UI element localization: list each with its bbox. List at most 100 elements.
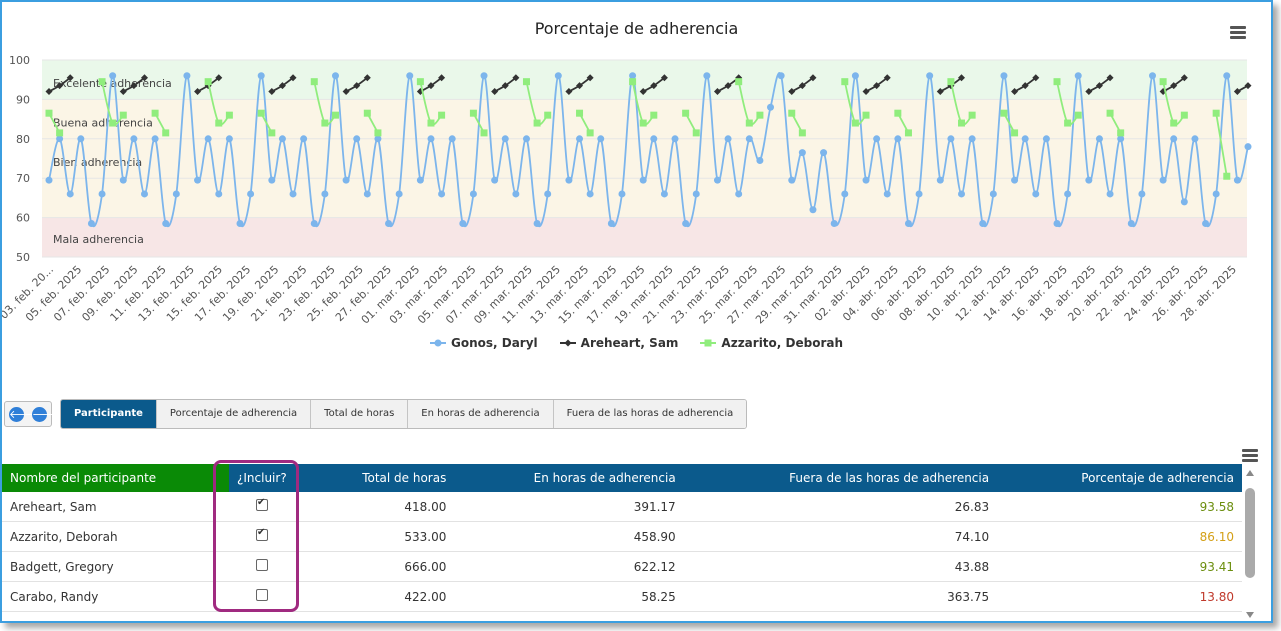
data-point (894, 109, 902, 117)
data-point (1085, 176, 1093, 184)
table-row[interactable]: Carabo, Randy 422.00 58.25 363.75 13.80 (2, 581, 1242, 612)
data-point (926, 72, 934, 80)
cell-out-hours: 26.83 (683, 492, 998, 522)
data-point (618, 190, 626, 198)
data-point (735, 190, 743, 198)
arrow-left-icon[interactable]: 🡐 (9, 406, 39, 422)
cell-include (226, 492, 309, 522)
data-point (427, 119, 435, 127)
data-point (565, 88, 573, 96)
data-point (289, 74, 297, 82)
header-total[interactable]: Total de horas (309, 464, 455, 492)
tab-porcentaje[interactable]: Porcentaje de adherencia (156, 400, 312, 428)
cell-name: Azzarito, Deborah (2, 521, 226, 552)
tab-en-horas[interactable]: En horas de adherencia (408, 400, 554, 428)
data-point (1202, 220, 1210, 228)
tab-fuera-horas[interactable]: Fuera de las horas de adherencia (553, 400, 747, 428)
table-row[interactable]: Badgett, Gregory 666.00 622.12 43.88 93.41 (2, 551, 1242, 582)
scroll-down-icon[interactable] (1246, 612, 1254, 618)
data-point (947, 135, 955, 143)
cell-include (226, 581, 309, 612)
data-point (522, 78, 530, 86)
data-point (724, 82, 732, 90)
data-point (204, 135, 212, 143)
data-point (904, 220, 912, 228)
data-point (639, 176, 647, 184)
arrow-right-icon[interactable]: 🡒 (32, 406, 62, 422)
cell-out-hours: 74.10 (683, 521, 998, 552)
data-point (87, 220, 95, 228)
scroll-thumb[interactable] (1245, 488, 1255, 578)
header-nombre[interactable]: Nombre del participante (2, 464, 226, 492)
data-point (1170, 119, 1178, 127)
data-point (1011, 176, 1019, 184)
scroll-up-icon[interactable] (1246, 470, 1254, 476)
data-point (777, 72, 785, 80)
header-en-horas[interactable]: En horas de adherencia (454, 464, 684, 492)
include-checkbox[interactable] (256, 527, 268, 541)
y-tick-label: 60 (16, 212, 30, 225)
data-point (650, 135, 658, 143)
data-point (98, 78, 106, 86)
include-checkbox[interactable] (256, 559, 268, 571)
tab-participante[interactable]: Participante (61, 400, 157, 428)
data-point (841, 78, 849, 86)
data-point (1244, 82, 1252, 90)
header-porcentaje[interactable]: Porcentaje de adherencia (997, 464, 1242, 492)
tab-total-horas[interactable]: Total de horas (311, 400, 409, 428)
data-point (915, 190, 923, 198)
data-point (862, 88, 870, 96)
data-point (1191, 135, 1199, 143)
include-checkbox[interactable] (256, 589, 268, 601)
legend-item[interactable]: Azzarito, Deborah (700, 336, 843, 350)
data-point (1233, 176, 1241, 184)
legend-marker (434, 339, 442, 347)
header-incluir[interactable]: ¿Incluir? (223, 464, 309, 492)
data-point (374, 135, 382, 143)
data-point (660, 190, 668, 198)
data-point (1223, 172, 1231, 180)
cell-include (226, 521, 309, 552)
data-point (554, 72, 562, 80)
header-fuera[interactable]: Fuera de las horas de adherencia (683, 464, 998, 492)
data-point (820, 149, 828, 157)
data-point (958, 119, 966, 127)
data-point (459, 220, 467, 228)
data-point (140, 74, 148, 82)
data-point (353, 82, 361, 90)
data-point (194, 176, 202, 184)
band-3 (42, 217, 1247, 257)
cell-name: Badgett, Gregory (2, 551, 226, 582)
data-point (873, 82, 881, 90)
data-point (862, 176, 870, 184)
data-point (851, 72, 859, 80)
data-point (1064, 190, 1072, 198)
legend-label: Areheart, Sam (580, 336, 679, 350)
y-tick-label: 70 (16, 172, 30, 185)
data-point (1000, 109, 1008, 117)
table-scrollbar[interactable] (1244, 470, 1256, 618)
data-point (830, 220, 838, 228)
cell-name: Carabo, Randy (2, 581, 226, 612)
data-point (162, 129, 170, 137)
legend-item[interactable]: Areheart, Sam (559, 336, 679, 350)
data-point (56, 135, 64, 143)
data-point (703, 72, 711, 80)
data-point (650, 82, 658, 90)
include-checkbox[interactable] (256, 497, 268, 511)
data-point (1180, 198, 1188, 206)
data-point (1074, 72, 1082, 80)
legend-symbol-icon (559, 339, 576, 347)
hamburger-menu-icon[interactable] (1230, 26, 1246, 40)
data-point (1106, 74, 1114, 82)
data-point (491, 88, 499, 96)
data-point (194, 88, 202, 96)
table-menu-icon[interactable] (1242, 449, 1258, 463)
data-point (576, 109, 584, 117)
legend-item[interactable]: Gonos, Daryl (429, 336, 538, 350)
data-point (130, 82, 138, 90)
data-point (363, 74, 371, 82)
data-point (480, 72, 488, 80)
